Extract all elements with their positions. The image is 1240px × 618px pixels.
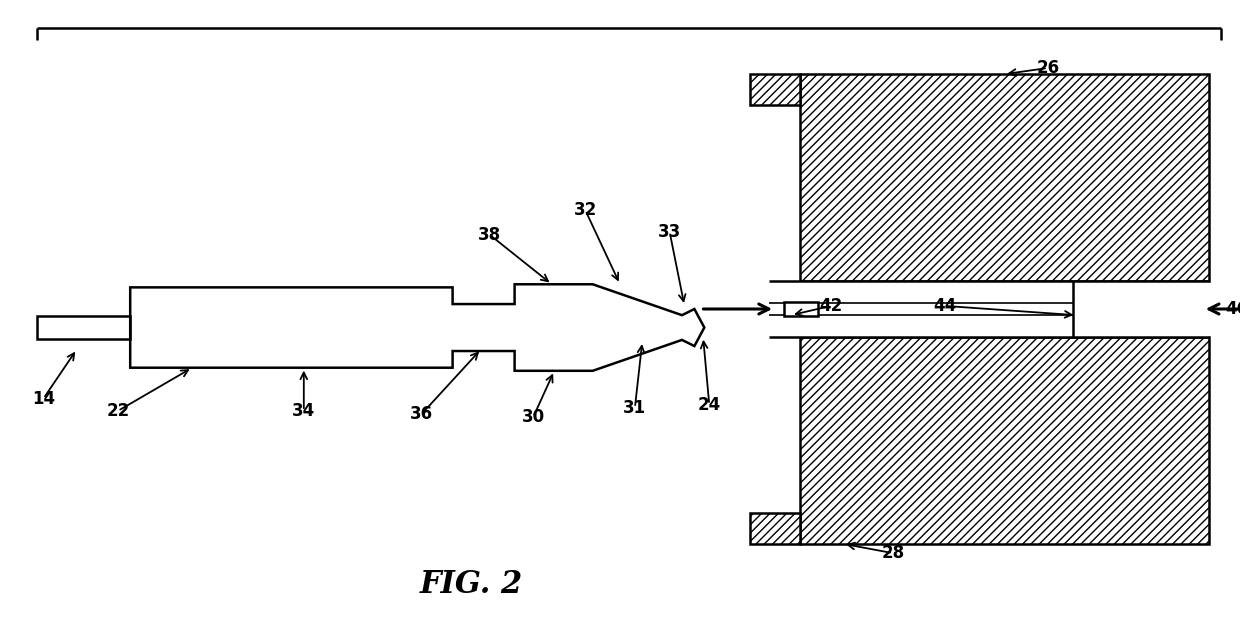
Polygon shape (800, 337, 1209, 544)
Text: 26: 26 (1037, 59, 1059, 77)
Polygon shape (769, 281, 1209, 337)
Text: 32: 32 (574, 201, 596, 219)
Polygon shape (37, 316, 130, 339)
Text: 22: 22 (107, 402, 129, 420)
Text: 38: 38 (479, 226, 501, 244)
Text: 46: 46 (1225, 300, 1240, 318)
Text: 36: 36 (410, 405, 433, 423)
Polygon shape (750, 74, 800, 105)
Text: FIG. 2: FIG. 2 (419, 569, 523, 599)
Text: 28: 28 (882, 544, 904, 562)
Text: 34: 34 (293, 402, 315, 420)
Text: 33: 33 (658, 222, 681, 241)
Polygon shape (800, 74, 1209, 281)
Text: 24: 24 (698, 396, 720, 414)
Text: 14: 14 (32, 389, 55, 408)
Text: 30: 30 (522, 408, 544, 426)
Text: 42: 42 (820, 297, 842, 315)
Polygon shape (750, 513, 800, 544)
Text: 31: 31 (624, 399, 646, 417)
Polygon shape (130, 284, 704, 371)
Polygon shape (784, 302, 818, 316)
Text: 44: 44 (934, 297, 956, 315)
